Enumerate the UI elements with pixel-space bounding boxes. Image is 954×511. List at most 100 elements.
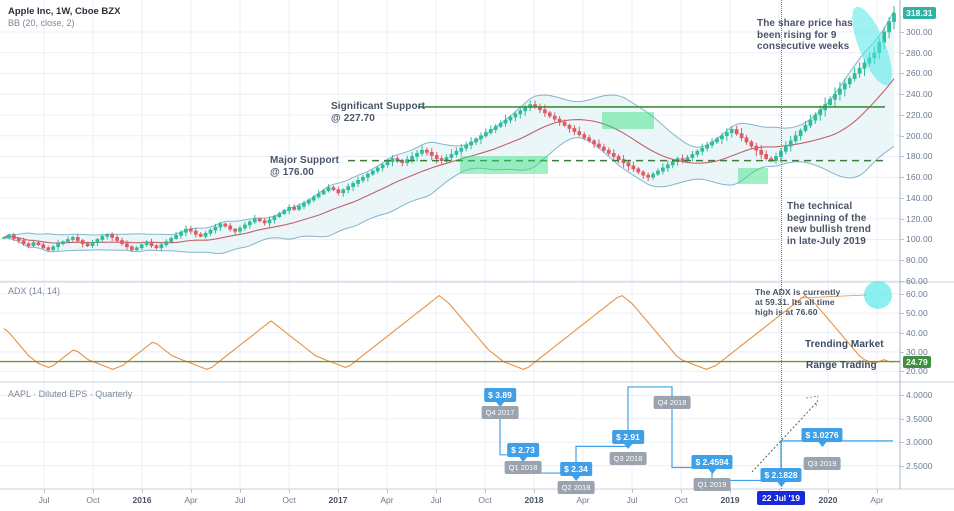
axis-tick: 240.00 <box>906 89 933 100</box>
axis-tick-mark <box>900 351 904 353</box>
time-axis-label: Jul <box>234 495 246 505</box>
axis-tick: 3.5000 <box>906 413 933 424</box>
time-axis-label: Apr <box>184 495 198 505</box>
time-axis-label: Apr <box>576 495 590 505</box>
eps-period-label: Q4 2017 <box>481 406 519 419</box>
eps-period-label: Q3 2019 <box>803 457 841 470</box>
axis-tick: 60.00 <box>906 288 928 299</box>
cursor-date-badge: 22 Jul '19 <box>757 491 805 505</box>
eps-legend: AAPL · Diluted EPS · Quarterly <box>8 389 133 399</box>
annotation-significant-support: Significant Support @ 227.70 <box>331 101 426 124</box>
eps-value-label: $ 3.89 <box>484 388 516 407</box>
time-axis-tick-mark <box>191 489 192 493</box>
time-axis-label: Oct <box>674 495 688 505</box>
eps-value-label: $ 2.73 <box>507 443 539 462</box>
last-price-badge: 318.31 <box>903 6 936 19</box>
axis-tick-mark <box>900 218 904 220</box>
axis-tick-mark <box>900 281 904 282</box>
eps-period-label: Q1 2018 <box>504 461 542 474</box>
last-adx-badge: 24.79 <box>903 356 931 368</box>
axis-tick: 120.00 <box>906 213 933 224</box>
axis-tick: 50.00 <box>906 308 928 319</box>
axis-tick-mark <box>900 418 904 420</box>
axis-tick: 30.00 <box>906 346 928 357</box>
axis-tick: 140.00 <box>906 192 933 203</box>
time-axis-label: 2016 <box>132 495 152 505</box>
axis-tick-mark <box>900 442 904 444</box>
annotation-bullish-trend: The technical beginning of the new bulli… <box>787 201 871 247</box>
eps-value-label: $ 2.34 <box>560 462 592 481</box>
axis-tick: 40.00 <box>906 327 928 338</box>
axis-tick-mark <box>900 197 904 199</box>
annotation-major-support: Major Support @ 176.00 <box>270 155 340 178</box>
time-axis-label: Oct <box>282 495 296 505</box>
time-axis-tick-mark <box>44 489 45 493</box>
time-axis-label: 2017 <box>328 495 348 505</box>
axis-tick-mark <box>900 465 904 467</box>
eps-value-label: $ 3.0276 <box>801 428 843 447</box>
axis-tick: 20.00 <box>906 366 928 377</box>
cursor-crosshair-line <box>781 0 782 489</box>
bollinger-legend: BB (20, close, 2) <box>8 18 75 28</box>
time-axis-tick-mark <box>485 489 486 493</box>
axis-tick-mark <box>900 371 904 373</box>
axis-tick: 200.00 <box>906 130 933 141</box>
axis-tick: 300.00 <box>906 26 933 37</box>
annotation-range-trading: Range Trading <box>806 360 877 371</box>
time-axis-label: Oct <box>86 495 100 505</box>
time-axis-tick-mark <box>338 489 339 493</box>
time-axis-label: Jul <box>430 495 442 505</box>
time-axis-tick-mark <box>93 489 94 493</box>
time-axis-tick-mark <box>436 489 437 493</box>
eps-value-label: $ 2.4594 <box>691 455 733 474</box>
axis-tick-mark <box>900 73 904 75</box>
time-axis-tick-mark <box>828 489 829 493</box>
axis-tick-mark <box>900 135 904 137</box>
eps-period-label: Q3 2018 <box>609 452 647 465</box>
time-axis-tick-mark <box>289 489 290 493</box>
axis-tick-mark <box>900 156 904 158</box>
axis-tick-mark <box>900 52 904 54</box>
axis-tick-mark <box>900 332 904 334</box>
annotation-adx-note: The ADX is currently at 59.31. Its all t… <box>755 287 841 317</box>
time-axis-label: Jul <box>626 495 638 505</box>
time-axis-label: Oct <box>478 495 492 505</box>
time-axis-tick-mark <box>142 489 143 493</box>
axis-tick-mark <box>900 395 904 397</box>
axis-tick: 80.00 <box>906 255 928 266</box>
axis-tick-mark <box>900 177 904 179</box>
time-axis-tick-mark <box>632 489 633 493</box>
time-axis-tick-mark <box>240 489 241 493</box>
axis-tick: 220.00 <box>906 109 933 120</box>
time-axis-tick-mark <box>387 489 388 493</box>
time-axis-tick-mark <box>730 489 731 493</box>
axis-tick: 4.0000 <box>906 390 933 401</box>
time-axis-label: 2018 <box>524 495 544 505</box>
axis-tick: 180.00 <box>906 151 933 162</box>
eps-period-label: Q4 2018 <box>653 396 691 409</box>
eps-period-label: Q1 2019 <box>693 478 731 491</box>
axis-tick: 100.00 <box>906 234 933 245</box>
time-axis-label: 2019 <box>720 495 740 505</box>
axis-tick-mark <box>900 293 904 295</box>
axis-tick-mark <box>900 114 904 116</box>
time-axis-tick-mark <box>877 489 878 493</box>
axis-tick: 60.00 <box>906 276 928 286</box>
time-axis-label: Apr <box>380 495 394 505</box>
axis-tick: 260.00 <box>906 68 933 79</box>
axis-tick-mark <box>900 260 904 262</box>
chart-title: Apple Inc, 1W, Cboe BZX <box>8 6 121 17</box>
time-axis-label: Jul <box>38 495 50 505</box>
axis-tick-mark <box>900 239 904 241</box>
axis-tick-mark <box>900 313 904 315</box>
time-axis-label: 2020 <box>818 495 838 505</box>
eps-period-label: Q2 2018 <box>557 481 595 494</box>
adx-legend: ADX (14, 14) <box>8 286 61 296</box>
axis-tick: 2.5000 <box>906 460 933 471</box>
time-axis-tick-mark <box>681 489 682 493</box>
axis-tick-mark <box>900 31 904 33</box>
time-axis-label: Apr <box>870 495 884 505</box>
axis-tick: 160.00 <box>906 172 933 183</box>
eps-value-label: $ 2.91 <box>612 430 644 449</box>
